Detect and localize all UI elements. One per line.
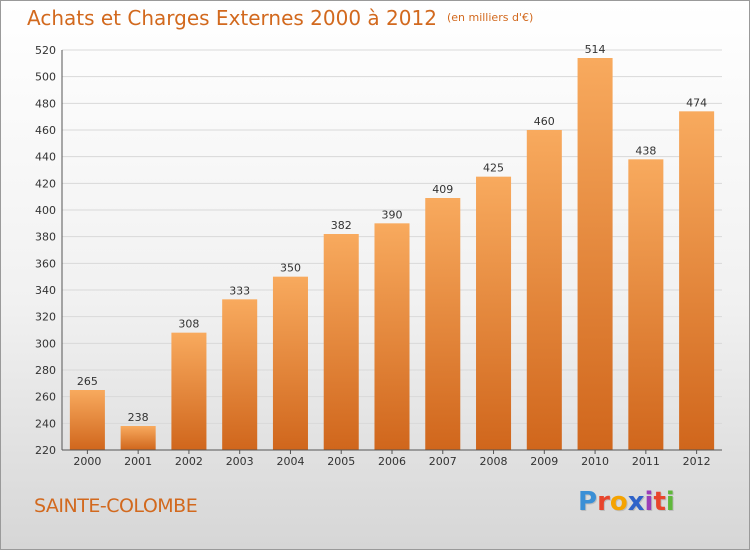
y-tick-label: 440 [35, 151, 56, 164]
y-tick-label: 480 [35, 97, 56, 110]
logo-letter: i [644, 487, 654, 517]
value-label-2005: 382 [331, 219, 352, 232]
x-tick-label-2010: 2010 [581, 455, 609, 468]
y-tick-label: 220 [35, 444, 56, 457]
logo-letter: r [597, 487, 610, 517]
value-label-2010: 514 [585, 43, 606, 56]
x-tick-label-2003: 2003 [226, 455, 254, 468]
x-tick-label-2005: 2005 [327, 455, 355, 468]
logo-letter: o [609, 487, 628, 517]
bar-2009 [526, 130, 562, 450]
x-tick-label-2007: 2007 [429, 455, 457, 468]
value-label-2011: 438 [635, 144, 656, 157]
y-tick-label: 280 [35, 364, 56, 377]
bar-2008 [476, 176, 512, 450]
y-tick-label: 500 [35, 71, 56, 84]
bar-2001 [120, 426, 156, 450]
y-tick-label: 520 [35, 44, 56, 57]
value-label-2004: 350 [280, 262, 301, 275]
bar-2011 [628, 159, 664, 451]
logo-letter: P [578, 487, 598, 517]
value-label-2007: 409 [432, 183, 453, 196]
bar-2012 [679, 111, 715, 450]
x-tick-label-2011: 2011 [632, 455, 660, 468]
x-tick-label-2001: 2001 [124, 455, 152, 468]
label-layer: 265 238 308 333 350 382 390 409 425 460 514 438 474 [77, 43, 707, 424]
y-tick-label: 300 [35, 337, 56, 350]
y-tick-label: 340 [35, 284, 56, 297]
y-tick-label: 320 [35, 311, 56, 324]
value-label-2001: 238 [128, 411, 149, 424]
chart-unit: (en milliers d'€) [446, 11, 534, 24]
y-tick-label: 380 [35, 231, 56, 244]
bar-layer [69, 58, 715, 451]
city-name: SAINTE-COLOMBE [34, 495, 198, 517]
value-label-2006: 390 [382, 208, 403, 221]
logo-letter: t [653, 487, 666, 517]
value-label-2008: 425 [483, 162, 504, 175]
y-tick-label: 400 [35, 204, 56, 217]
x-tick-label-2002: 2002 [175, 455, 203, 468]
x-tick-label-2006: 2006 [378, 455, 406, 468]
value-label-2003: 333 [229, 284, 250, 297]
logo-letter: i [665, 487, 675, 517]
logo-letter: x [627, 487, 645, 517]
proxiti-logo[interactable]: Proxiti [578, 487, 675, 517]
x-tick-label-2008: 2008 [480, 455, 508, 468]
bar-2002 [171, 332, 207, 450]
x-tick-label-2000: 2000 [73, 455, 101, 468]
value-label-2000: 265 [77, 375, 98, 388]
value-label-2012: 474 [686, 96, 707, 109]
bar-2010 [577, 58, 613, 450]
value-label-2002: 308 [178, 318, 199, 331]
value-label-2009: 460 [534, 115, 555, 128]
bar-2003 [222, 299, 258, 450]
y-tick-label: 240 [35, 417, 56, 430]
bar-2005 [323, 234, 359, 450]
x-tick-label-2004: 2004 [276, 455, 304, 468]
y-tick-label: 260 [35, 391, 56, 404]
y-tick-label: 460 [35, 124, 56, 137]
y-tick-label: 360 [35, 257, 56, 270]
x-tick-label-2012: 2012 [683, 455, 711, 468]
bar-2004 [272, 276, 308, 450]
chart-title-text: Achats et Charges Externes 2000 à 2012 [27, 6, 437, 30]
chart-title: Achats et Charges Externes 2000 à 2012 (e… [27, 6, 533, 30]
bar-2007 [425, 198, 461, 450]
bar-2000 [69, 390, 105, 450]
y-tick-label: 420 [35, 177, 56, 190]
bar-2006 [374, 223, 410, 450]
x-tick-label-2009: 2009 [530, 455, 558, 468]
axis-layer: 220 240 260 280 300 320 340 360 380 400 420 440 460 4… [35, 44, 722, 468]
